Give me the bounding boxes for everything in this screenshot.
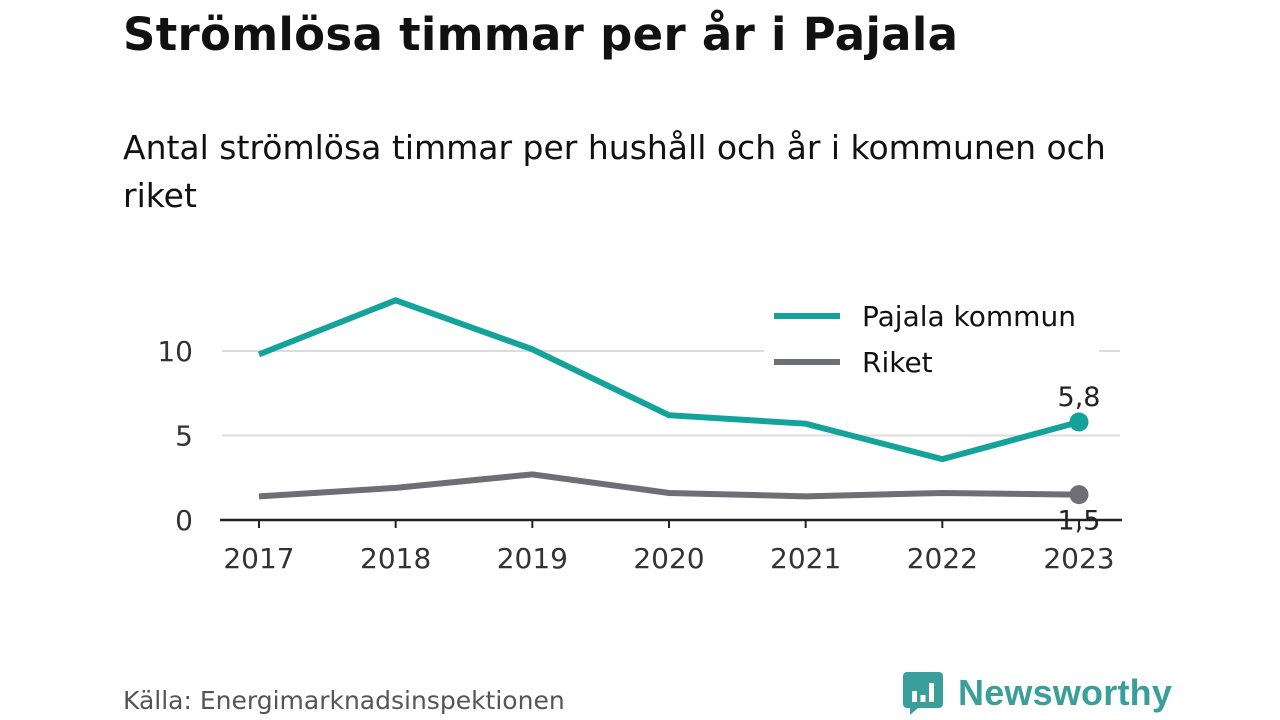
- series-end-point: [1069, 485, 1089, 505]
- y-tick-label: 5: [175, 420, 193, 453]
- legend-label: Riket: [862, 346, 933, 379]
- x-tick-label: 2019: [497, 542, 568, 575]
- y-tick-label: 0: [175, 504, 193, 537]
- series-line-riket: [258, 471, 1080, 500]
- series-line-pajala: [257, 297, 1080, 463]
- source-note: Källa: Energimarknadsinspektionen: [123, 686, 565, 715]
- brand-name: Newsworthy: [958, 672, 1173, 713]
- x-tick-label: 2018: [360, 542, 431, 575]
- x-tick-label: 2017: [223, 542, 294, 575]
- data-label: 5,8: [1058, 382, 1101, 413]
- series-end-point: [1069, 412, 1089, 432]
- line-chart: 0 5 10 2017 2018 2019 2020 2021 2022 2023 Pajala k…: [157, 290, 1122, 575]
- chart-subtitle: Antal strömlösa timmar per hushåll och å…: [123, 128, 1106, 215]
- x-tick-label: 2022: [907, 542, 978, 575]
- x-tick-label: 2023: [1043, 542, 1114, 575]
- x-tick-label: 2021: [770, 542, 841, 575]
- legend-background: [764, 290, 1099, 392]
- y-tick-label: 10: [157, 335, 193, 368]
- legend-label: Pajala kommun: [862, 300, 1076, 333]
- bar-chart-speech-bubble-icon: [903, 672, 943, 715]
- data-label: 1,5: [1058, 506, 1101, 537]
- x-tick-label: 2020: [633, 542, 704, 575]
- chart-title: Strömlösa timmar per år i Pajala: [123, 8, 959, 61]
- brand-logo: Newsworthy: [902, 670, 1172, 716]
